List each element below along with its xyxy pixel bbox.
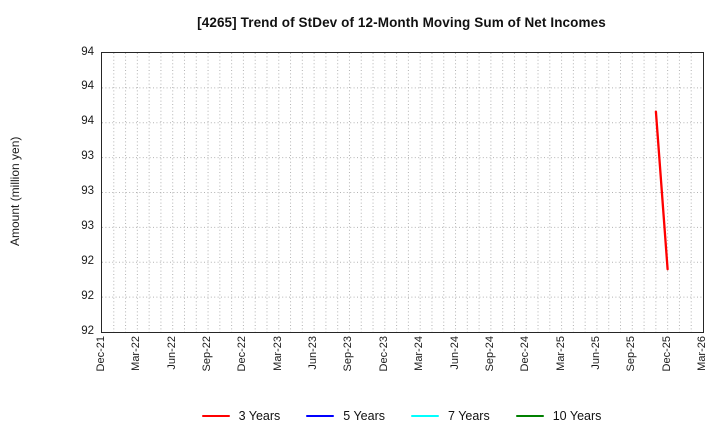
- x-tick-label: Sep-25: [625, 336, 638, 372]
- legend-swatch-icon: [201, 414, 230, 418]
- legend-item-10-years: 10 Years: [515, 409, 602, 423]
- y-tick-label: 94: [81, 45, 94, 58]
- legend-label: 10 Years: [552, 409, 602, 423]
- legend: 3 Years 5 Years 7 Years 10 Years: [101, 403, 702, 429]
- x-tick-label: Mar-24: [413, 336, 426, 371]
- y-tick-label: 94: [81, 80, 94, 93]
- x-tick-label: Dec-23: [377, 336, 390, 372]
- legend-swatch-icon: [306, 414, 335, 418]
- x-tick-label: Sep-22: [201, 336, 214, 372]
- series-line-3-years: [654, 110, 669, 271]
- x-tick-label: Mar-25: [554, 336, 567, 371]
- legend-label: 7 Years: [448, 409, 490, 423]
- y-tick-label: 92: [81, 254, 94, 267]
- gridlines: [102, 53, 703, 332]
- legend-swatch-icon: [411, 414, 440, 418]
- plot-canvas: [102, 53, 703, 332]
- legend-label: 3 Years: [238, 409, 281, 423]
- legend-label: 5 Years: [343, 409, 386, 423]
- x-tick-label: Jun-24: [448, 336, 461, 370]
- x-tick-label: Dec-22: [236, 336, 249, 372]
- x-tick-label: Jun-22: [165, 336, 178, 370]
- legend-item-3-years: 3 Years: [201, 409, 281, 423]
- x-tick-label: Sep-24: [483, 336, 496, 372]
- y-tick-label: 94: [81, 115, 94, 128]
- chart-title: [4265] Trend of StDev of 12-Month Moving…: [197, 15, 606, 30]
- y-tick-label: 93: [81, 185, 94, 197]
- plot-area: [101, 52, 704, 333]
- legend-swatch-icon: [515, 414, 544, 418]
- y-axis-label: Amount (million yen): [8, 136, 22, 247]
- legend-item-7-years: 7 Years: [411, 409, 490, 423]
- x-tick-label: Jun-25: [589, 336, 602, 370]
- x-tick-label: Dec-24: [519, 336, 532, 372]
- x-tick-label: Mar-26: [696, 336, 708, 371]
- x-tick-label: Sep-23: [342, 336, 355, 372]
- legend-item-5-years: 5 Years: [306, 409, 385, 423]
- x-tick-label: Dec-25: [660, 336, 673, 372]
- x-tick-label: Jun-23: [307, 336, 320, 370]
- y-tick-label: 93: [81, 150, 94, 163]
- y-tick-label: 92: [81, 289, 94, 302]
- x-tick-label: Mar-22: [130, 336, 143, 371]
- y-tick-label: 92: [81, 324, 94, 337]
- y-tick-label: 93: [81, 219, 94, 232]
- x-tick-label: Dec-21: [95, 336, 107, 372]
- x-tick-label: Mar-23: [271, 336, 284, 371]
